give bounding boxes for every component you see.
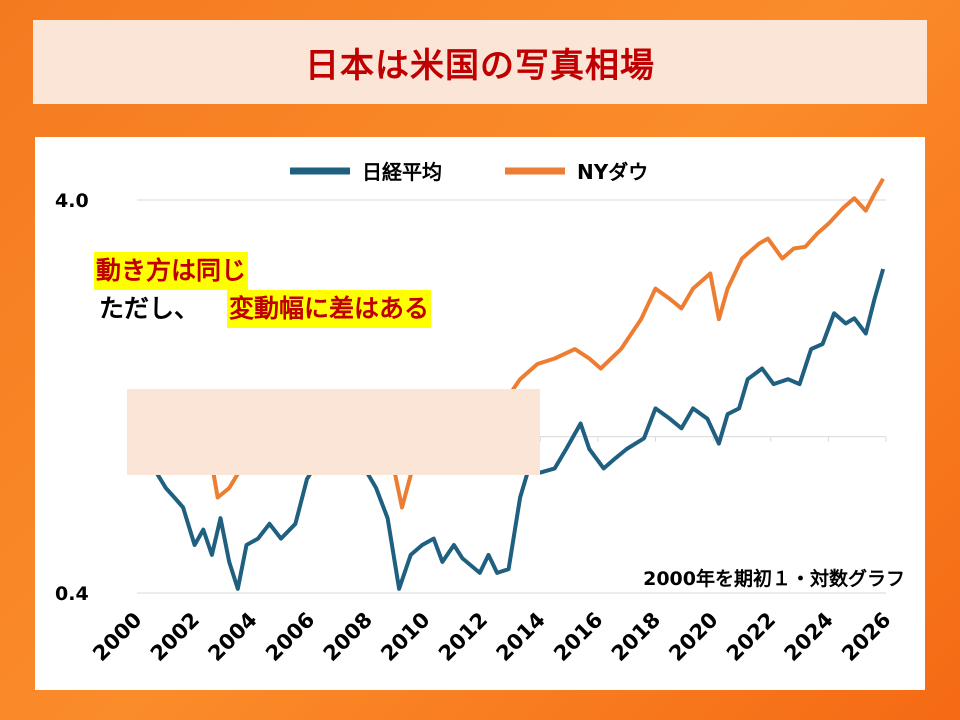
- x-tick-label: 2010: [376, 608, 434, 666]
- x-tick-label: 2006: [261, 608, 319, 666]
- x-tick-label: 2000: [88, 608, 146, 666]
- x-tick-label: 2018: [607, 608, 665, 666]
- x-tick-label: 2014: [492, 608, 550, 666]
- annotation-line2-highlight: 変動幅に差はある: [227, 290, 432, 328]
- y-tick-label: 0.4: [55, 583, 89, 605]
- annotation-line1: 動き方は同じ: [94, 252, 249, 290]
- x-tick-label: 2024: [780, 608, 838, 666]
- x-tick-label: 2002: [146, 608, 204, 666]
- chart-panel: 4.0 0.4 2000 2002 2004 2006 2008 2010 2012 2014 20…: [35, 137, 925, 690]
- chart-note: 2000年を期初１・対数グラフ: [643, 567, 905, 590]
- legend-label: 日経平均: [362, 160, 442, 184]
- annotation-box: [127, 389, 540, 475]
- series-line-nikkei: [136, 268, 886, 591]
- annotation-line2-plain: ただし、: [99, 294, 200, 323]
- page-title: 日本は米国の写真相場: [305, 45, 655, 86]
- legend-label: NYダウ: [577, 160, 648, 184]
- x-tick-label: 2026: [837, 608, 895, 666]
- x-tick-label: 2004: [203, 608, 261, 666]
- x-tick-label: 2016: [549, 608, 607, 666]
- title-banner: 日本は米国の写真相場: [33, 20, 927, 104]
- x-tick-label: 2008: [319, 608, 377, 666]
- x-tick-label: 2012: [434, 608, 492, 666]
- x-tick-label: 2020: [664, 608, 722, 666]
- y-tick-label: 4.0: [55, 190, 89, 212]
- x-tick-label: 2022: [722, 608, 780, 666]
